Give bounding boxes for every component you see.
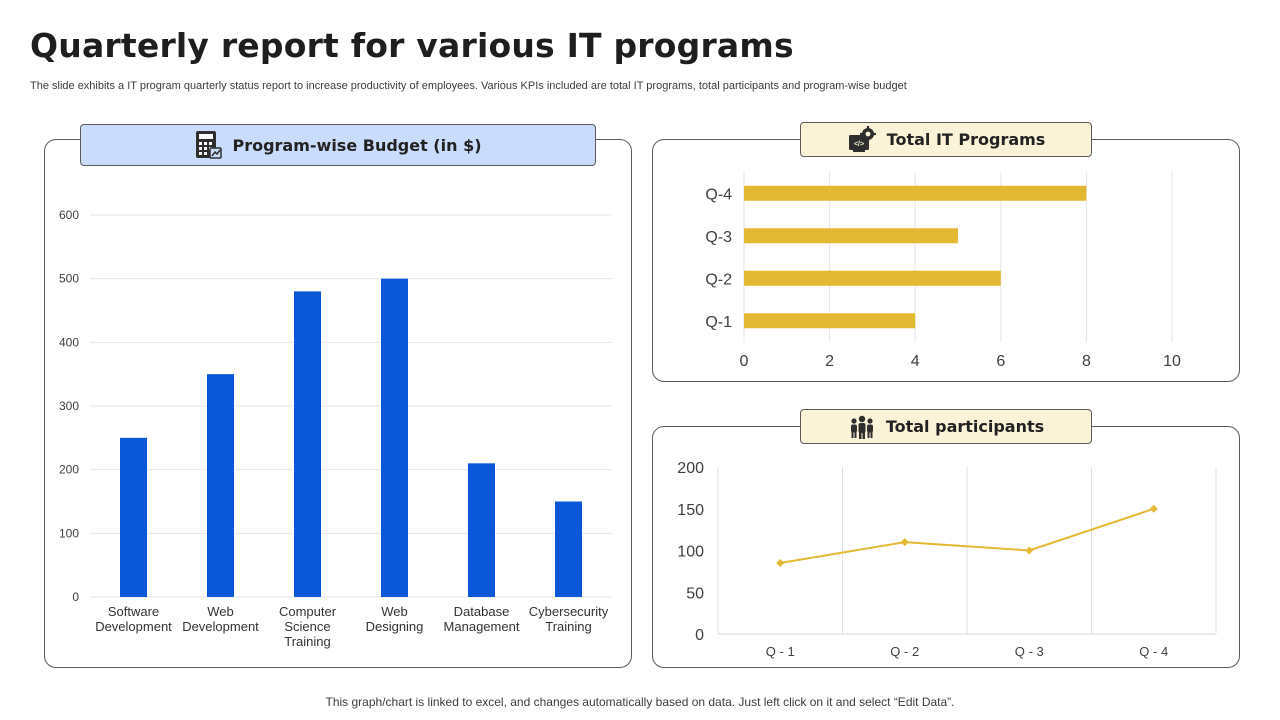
x-tick-label: Q - 2 <box>890 644 919 659</box>
footer-note: This graph/chart is linked to excel, and… <box>325 695 955 709</box>
y-tick-label: 0 <box>72 590 79 604</box>
y-tick-label: Q-1 <box>705 314 732 331</box>
data-point <box>900 538 909 547</box>
x-tick-label: Web Designing <box>366 604 424 634</box>
y-tick-label: Q-3 <box>705 229 732 246</box>
budget-header: Program-wise Budget (in $) <box>80 124 596 166</box>
y-tick-label: 600 <box>59 208 79 222</box>
budget-chart: 0 100 200 300 400 500 600 Software Development We… <box>59 208 612 649</box>
x-tick-label: Web Development <box>182 604 259 634</box>
y-tick-label: 0 <box>695 627 704 644</box>
y-tick-label: 400 <box>59 335 79 349</box>
y-tick-label: 50 <box>686 585 704 602</box>
x-tick-label: 6 <box>996 353 1005 370</box>
participants-chart: 0 50 100 150 200 Q - 1 Q - 2 Q - 3 Q - 4 <box>677 460 1217 659</box>
participants-header: Total participants <box>800 409 1092 444</box>
x-tick-label: 0 <box>740 353 749 370</box>
bar <box>555 501 582 597</box>
programs-chart: 0 2 4 6 8 10 Q-1 Q-2 Q-3 Q-4 <box>705 172 1181 370</box>
svg-text:</>: </> <box>854 141 864 148</box>
participants-panel <box>652 426 1240 668</box>
bar <box>744 313 916 329</box>
bar <box>468 463 495 597</box>
x-tick-label: 4 <box>911 353 920 370</box>
y-tick-label: 100 <box>677 544 704 561</box>
bar <box>120 437 147 597</box>
x-tick-label: Database Management <box>444 604 520 634</box>
page-title: Quarterly report for various IT programs <box>30 26 794 65</box>
x-tick-label: Q - 3 <box>1015 644 1044 659</box>
programs-panel <box>652 139 1240 382</box>
y-tick-label: Q-2 <box>705 271 732 288</box>
x-tick-label: Computer Science Training <box>279 604 337 649</box>
y-tick-label: 100 <box>59 526 79 540</box>
people-group-icon <box>848 415 876 439</box>
bar <box>294 291 321 597</box>
data-point <box>1025 546 1034 555</box>
y-tick-label: 300 <box>59 399 79 413</box>
y-tick-label: 200 <box>677 460 704 477</box>
x-tick-label: 8 <box>1082 353 1091 370</box>
participants-header-label: Total participants <box>885 417 1045 436</box>
x-tick-label: Q - 1 <box>766 644 795 659</box>
data-point <box>776 559 785 568</box>
x-tick-label: Q - 4 <box>1139 644 1168 659</box>
x-tick-label: 10 <box>1163 353 1181 370</box>
x-tick-label: 2 <box>825 353 834 370</box>
programs-header: </> Total IT Programs <box>800 122 1092 157</box>
y-tick-label: 500 <box>59 272 79 286</box>
bar <box>207 374 234 597</box>
programs-header-label: Total IT Programs <box>886 130 1046 149</box>
bar <box>744 270 1001 286</box>
bar <box>381 278 408 597</box>
bar <box>744 228 958 244</box>
y-tick-label: 150 <box>677 502 704 519</box>
calculator-icon <box>194 130 223 160</box>
page-subtitle: The slide exhibits a IT program quarterl… <box>30 80 907 92</box>
y-tick-label: Q-4 <box>705 186 732 203</box>
y-tick-label: 200 <box>59 463 79 477</box>
budget-header-label: Program-wise Budget (in $) <box>232 135 482 155</box>
series-line <box>780 507 1155 565</box>
data-point <box>1149 504 1158 513</box>
x-tick-label: Cybersecurity Training <box>529 604 609 634</box>
gear-code-icon: </> <box>847 125 877 154</box>
bar <box>744 185 1087 201</box>
x-tick-label: Software Development <box>95 604 172 634</box>
